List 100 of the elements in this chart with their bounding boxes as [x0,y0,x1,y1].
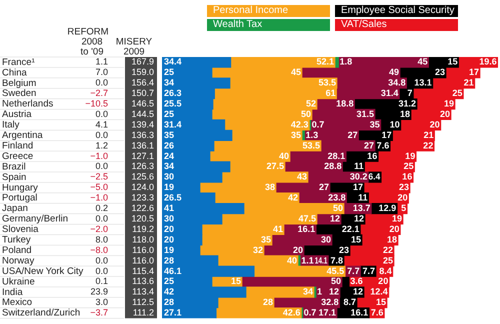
data-label: 7.7 [362,266,375,276]
text: 1.1 [95,56,108,67]
data-label: 30 [320,234,331,244]
data-label: 15 [230,276,241,286]
total-label: 146.5 [131,98,154,109]
text: REFORM 2008 to '09 [67,26,109,58]
total-label: 118.0 [132,234,154,244]
text: 0.0 [95,108,108,119]
total-label: 139.4 [131,119,154,130]
text: 3.0 [95,297,108,308]
data-label: 30 [164,172,174,182]
data-label: 38 [264,182,275,192]
data-label: 18 [400,108,410,119]
data-label: 16.1 [298,224,316,234]
total-label: 120.5 [131,213,154,224]
total-label: 115.4 [132,266,154,276]
text: 0.0 [95,255,108,266]
y-tick-label: Greece [2,150,34,162]
data-label: 10 [390,119,400,130]
data-label: 1 [317,286,322,297]
text: Wealth Tax [207,19,330,31]
text: 8.0 [95,234,108,244]
y-tick-label: France¹ [2,56,35,68]
data-label: 40 [286,255,297,266]
total-label: 123.3 [131,192,154,203]
data-label: 19.6 [479,56,497,67]
total-label: 112.5 [132,297,154,308]
y-tick-label: Slovenia [2,224,40,236]
total-label: 113.6 [132,276,154,286]
data-label: 40 [278,150,289,161]
text: 0.0 [95,266,108,276]
data-label: 30 [164,213,174,224]
data-label: 35 [290,130,301,140]
data-label: 7.6 [376,140,390,150]
total-label: 127.1 [131,150,154,161]
data-label: 28 [262,297,273,308]
data-label: 23 [434,67,445,78]
text: 23.9 [90,286,108,297]
data-label: 45 [418,56,428,67]
data-label: 5 [401,203,406,214]
data-label: 28 [164,255,174,266]
data-label: 19 [164,182,174,192]
data-label: 61 [326,88,336,98]
data-label: 27.1 [164,308,182,318]
data-label: 45 [290,67,301,78]
data-label: 15 [376,297,386,308]
data-label: 14.1 [314,255,328,266]
data-label: 15 [448,56,458,67]
data-label: 46.1 [164,266,182,276]
text: Personal Income [207,5,330,17]
data-label: 20 [398,192,408,203]
data-label: 16 [367,150,378,161]
data-label: 7.7 [347,266,360,276]
data-label: 7.8 [330,255,343,266]
text: 0.1 [95,276,108,286]
data-label: 28 [164,297,174,308]
data-label: 23 [398,182,409,192]
text: 1.2 [95,140,108,150]
text: 0.2 [95,203,108,214]
data-label: 26 [164,140,174,150]
data-label: 22.1 [342,224,360,234]
data-label: 31.4 [164,119,182,130]
data-label: 20 [164,234,174,244]
data-label: 27 [364,140,374,150]
data-label: 26.3 [164,88,182,98]
text: MISERY 2009 [116,36,153,58]
y-tick-label: Switzerland/Zurich [2,308,80,319]
data-label: 42 [288,192,298,203]
y-tick-label: Belgium [2,78,36,89]
total-label: 167.9 [131,56,154,67]
data-label: 34 [164,78,174,88]
data-label: 19 [405,150,416,161]
total-label: 124.0 [131,182,154,192]
data-label: 31.2 [398,98,416,109]
data-label: 23 [338,244,349,255]
data-label: 1.3 [306,130,318,140]
data-label: 47.5 [298,213,316,224]
data-label: 45.5 [326,266,344,276]
data-label: 7.6 [370,308,384,318]
data-label: 34.4 [164,56,182,67]
data-label: 52 [306,98,316,109]
data-label: 12 [354,213,364,224]
y-tick-label: Hungary [2,182,38,194]
data-label: 53.5 [302,140,320,150]
data-label: 35 [164,130,174,140]
text: Employee Social Security [335,5,458,17]
data-label: 41 [164,203,174,214]
y-tick-label: Norway [2,255,34,266]
total-label: 144.5 [131,108,154,119]
data-label: 19 [444,98,454,109]
data-label: 6.4 [368,171,380,182]
data-label: 1.1 [301,255,314,266]
data-label: 19 [392,213,402,224]
data-label: 49 [388,67,399,78]
total-label: 136.3 [131,130,154,140]
total-label: 125.6 [131,172,154,182]
total-label: 126.3 [131,161,154,172]
text: 0.0 [95,213,108,224]
text: VAT/Sales [335,19,458,31]
y-tick-label: Poland [2,244,32,256]
